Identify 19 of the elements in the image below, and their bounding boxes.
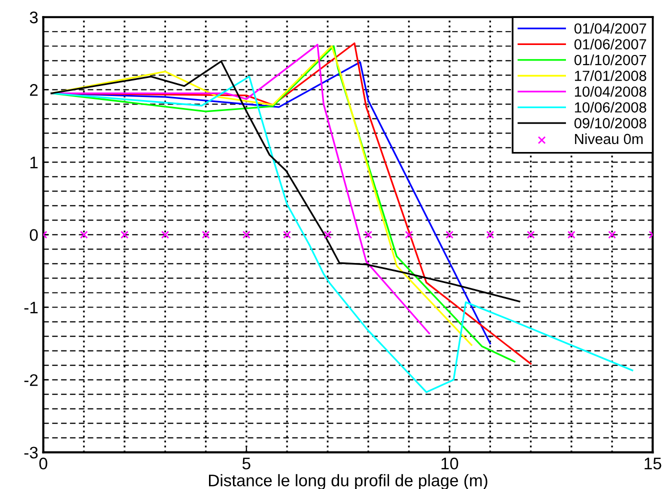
x-tick-label: 5 [242,458,250,470]
y-tick-label: -2 [24,374,38,386]
legend-label: 01/04/2007 [574,22,646,34]
y-tick-label: 3 [30,12,38,24]
legend-label: 09/10/2008 [574,118,646,128]
y-tick-label: 2 [30,84,38,96]
legend-label: 10/06/2008 [574,102,646,113]
y-tick-label: -3 [24,446,38,459]
x-tick-label: 15 [644,458,662,470]
x-tick-label: 0 [39,458,48,470]
y-tick-label: 1 [30,156,38,168]
y-tick-label: -1 [24,302,38,314]
legend-label: 01/06/2007 [574,38,646,50]
legend-label: 01/10/2007 [574,54,646,66]
legend-label: 17/01/2008 [574,70,646,82]
legend-label: 10/04/2008 [574,86,646,97]
y-tick-label: 0 [30,229,38,241]
legend-label: Niveau 0m [575,133,643,144]
x-tick-label: 10 [442,458,458,470]
